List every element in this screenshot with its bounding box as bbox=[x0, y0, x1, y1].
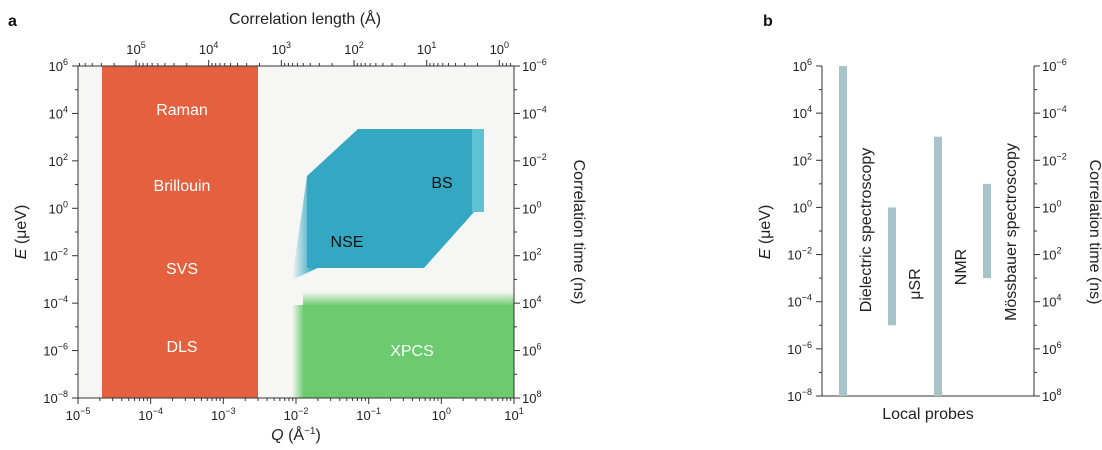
brillouin-label: Brillouin bbox=[154, 178, 211, 195]
left-tick-label: 104 bbox=[49, 104, 68, 121]
bottom-axis-ticks: 10−5 10−4 10−3 10−2 10−1 100 101 bbox=[66, 398, 524, 423]
bottom-tick-label: 10−3 bbox=[211, 406, 236, 423]
b-right-tick-label: 10−2 bbox=[1042, 151, 1067, 168]
right-tick-label: 10−4 bbox=[522, 104, 547, 121]
b-right-tick-label: 104 bbox=[1042, 293, 1061, 310]
nse-bs-region bbox=[307, 129, 474, 268]
b-left-tick-label: 106 bbox=[793, 57, 812, 74]
panel-a: a Raman Brillouin SVS DLS BS NSE XPCS 10… bbox=[8, 9, 587, 444]
bottom-axis-title: Q (Å−1) bbox=[271, 425, 321, 444]
left-tick-label: 10−2 bbox=[43, 247, 68, 264]
nse-fade-region bbox=[292, 176, 330, 280]
probe-label: μSR bbox=[907, 268, 924, 299]
top-tick-label: 103 bbox=[272, 40, 291, 57]
top-tick-label: 105 bbox=[126, 40, 145, 57]
svs-label: SVS bbox=[166, 261, 198, 278]
left-axis-ticks: 106 104 102 100 10−2 10−4 10−6 10−8 bbox=[43, 57, 78, 406]
left-tick-label: 106 bbox=[49, 57, 68, 74]
xpcs-fade-left bbox=[292, 305, 304, 398]
b-right-tick-label: 108 bbox=[1042, 387, 1061, 404]
panel-letter-a: a bbox=[8, 13, 17, 30]
xpcs-label: XPCS bbox=[390, 343, 434, 360]
bottom-tick-label: 10−1 bbox=[356, 406, 381, 423]
left-axis-title: E (μeV) bbox=[13, 205, 30, 260]
right-tick-label: 104 bbox=[522, 294, 541, 311]
top-axis-ticks: 105 104 103 102 101 100 bbox=[78, 40, 512, 66]
bottom-tick-label: 100 bbox=[432, 406, 451, 423]
left-tick-label: 10−8 bbox=[43, 389, 68, 406]
right-tick-label: 108 bbox=[522, 389, 541, 406]
b-right-tick-label: 102 bbox=[1042, 246, 1061, 263]
right-tick-label: 100 bbox=[522, 199, 541, 216]
right-axis-ticks: 10−6 10−4 10−2 100 102 104 106 108 bbox=[514, 57, 547, 406]
bs-label: BS bbox=[431, 175, 452, 192]
b-right-tick-label: 100 bbox=[1042, 198, 1061, 215]
bottom-tick-label: 101 bbox=[504, 406, 523, 423]
probe-label: Dielectric spectroscopy bbox=[858, 148, 875, 313]
b-left-tick-label: 10−6 bbox=[787, 340, 812, 357]
raman-label: Raman bbox=[156, 102, 208, 119]
left-tick-label: 102 bbox=[49, 152, 68, 169]
probe-bars: Dielectric spectroscopy μSR NMR Mössbauer s… bbox=[839, 66, 1020, 396]
xpcs-region bbox=[303, 305, 514, 398]
dls-label: DLS bbox=[166, 339, 197, 356]
local-probes-title: Local probes bbox=[882, 406, 974, 423]
top-axis-title: Correlation length (Å) bbox=[229, 9, 381, 28]
b-left-tick-label: 102 bbox=[793, 151, 812, 168]
light-scattering-region bbox=[102, 66, 258, 398]
b-right-axis-ticks: 10−6 10−4 10−2 100 102 104 106 108 bbox=[1034, 57, 1067, 404]
b-left-tick-label: 10−4 bbox=[787, 293, 812, 310]
bottom-tick-label: 10−5 bbox=[66, 406, 91, 423]
top-tick-label: 100 bbox=[490, 40, 509, 57]
b-right-tick-label: 106 bbox=[1042, 340, 1061, 357]
b-left-tick-label: 10−2 bbox=[787, 246, 812, 263]
b-right-tick-label: 10−4 bbox=[1042, 104, 1067, 121]
b-left-axis-title: E (μeV) bbox=[757, 205, 774, 260]
b-right-axis-title: Correlation time (ns) bbox=[1086, 160, 1102, 305]
b-left-tick-label: 104 bbox=[793, 104, 812, 121]
right-tick-label: 10−2 bbox=[522, 152, 547, 169]
left-tick-label: 10−4 bbox=[43, 294, 68, 311]
probe-label: Mössbauer spectroscopy bbox=[1003, 143, 1020, 321]
bs-edge-region bbox=[472, 129, 484, 212]
right-tick-label: 106 bbox=[522, 342, 541, 359]
xpcs-fade-top bbox=[303, 292, 514, 306]
b-left-axis-ticks: 106 104 102 100 10−2 10−4 10−6 10−8 bbox=[787, 57, 822, 404]
top-tick-label: 104 bbox=[199, 40, 218, 57]
probe-bar bbox=[888, 207, 896, 326]
panel-letter-b: b bbox=[763, 13, 773, 30]
right-axis-title: Correlation time (ns) bbox=[570, 160, 587, 305]
probe-bar bbox=[839, 66, 847, 396]
left-tick-label: 100 bbox=[49, 199, 68, 216]
probe-bar bbox=[934, 136, 942, 396]
right-tick-label: 10−6 bbox=[522, 57, 547, 74]
probe-bar bbox=[983, 183, 991, 279]
left-tick-label: 10−6 bbox=[43, 342, 68, 359]
probe-label: NMR bbox=[953, 249, 970, 285]
nse-label: NSE bbox=[331, 234, 364, 251]
top-tick-label: 101 bbox=[417, 40, 436, 57]
b-right-tick-label: 10−6 bbox=[1042, 57, 1067, 74]
right-tick-label: 102 bbox=[522, 247, 541, 264]
top-tick-label: 102 bbox=[344, 40, 363, 57]
bottom-tick-label: 10−4 bbox=[138, 406, 163, 423]
b-left-tick-label: 10−8 bbox=[787, 387, 812, 404]
bottom-tick-label: 10−2 bbox=[284, 406, 309, 423]
b-left-tick-label: 100 bbox=[793, 198, 812, 215]
